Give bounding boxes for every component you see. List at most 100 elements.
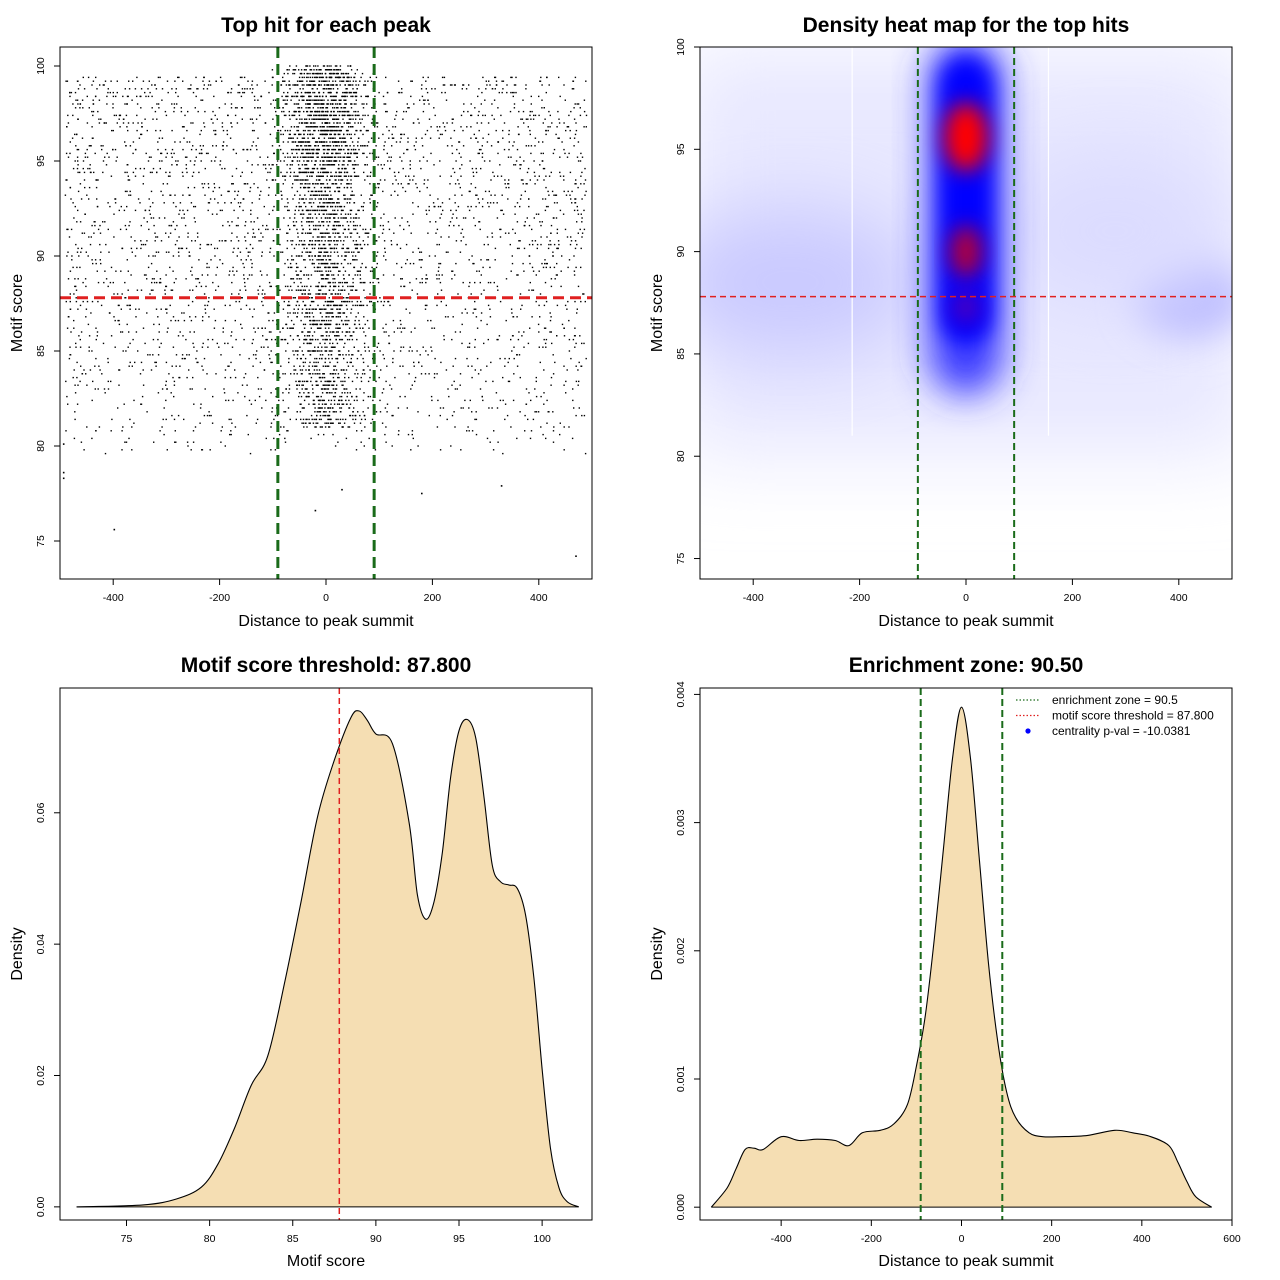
data-point <box>407 141 409 143</box>
data-point <box>285 388 287 390</box>
data-point <box>537 411 540 413</box>
data-point <box>153 278 155 280</box>
data-point <box>336 342 339 345</box>
data-point <box>214 247 216 250</box>
data-point <box>313 148 315 151</box>
data-point <box>556 232 558 234</box>
data-point <box>344 392 346 394</box>
data-point <box>102 160 105 162</box>
data-point <box>575 266 577 269</box>
data-point <box>304 304 307 307</box>
data-point <box>314 160 316 162</box>
data-point <box>201 274 203 276</box>
data-point <box>334 65 337 67</box>
data-point <box>302 129 305 132</box>
data-point <box>512 145 514 147</box>
data-point <box>166 80 169 82</box>
data-point <box>267 228 269 231</box>
data-point <box>497 441 499 443</box>
data-point <box>302 152 304 155</box>
data-point <box>100 118 102 120</box>
data-point <box>583 209 585 212</box>
data-point <box>283 274 285 276</box>
data-point <box>264 164 267 166</box>
data-point <box>574 327 576 329</box>
data-point <box>224 319 227 322</box>
data-point <box>382 274 385 276</box>
data-point <box>249 243 252 246</box>
data-point <box>348 407 350 409</box>
data-point <box>436 304 438 307</box>
data-point <box>200 403 202 405</box>
data-point <box>305 209 308 212</box>
data-point <box>574 103 576 105</box>
data-point <box>467 346 469 348</box>
data-point <box>563 84 565 86</box>
data-point <box>334 278 336 280</box>
data-point <box>322 411 325 413</box>
data-point <box>474 418 476 421</box>
data-point <box>559 422 561 424</box>
data-point <box>294 297 296 299</box>
data-point <box>182 148 184 151</box>
data-point <box>280 338 282 341</box>
data-point <box>329 129 332 132</box>
data-point <box>397 407 400 409</box>
data-point <box>158 160 161 162</box>
data-point <box>134 88 137 90</box>
data-point <box>462 281 464 284</box>
data-point <box>342 160 344 162</box>
data-point <box>529 281 531 284</box>
data-point <box>135 148 137 151</box>
data-point <box>241 297 243 299</box>
data-point <box>307 129 309 132</box>
data-point <box>324 293 327 295</box>
data-point <box>183 357 185 360</box>
data-point <box>283 217 285 219</box>
data-point <box>74 160 76 162</box>
data-point <box>206 88 209 90</box>
data-point <box>341 369 343 371</box>
data-point <box>339 103 342 105</box>
data-point <box>321 80 323 82</box>
data-point <box>474 107 476 109</box>
data-point <box>190 122 192 124</box>
data-point <box>354 217 357 219</box>
data-point <box>177 76 179 79</box>
data-point <box>538 175 540 177</box>
data-point <box>224 369 227 371</box>
data-point <box>186 354 188 356</box>
data-point <box>579 107 581 109</box>
data-point <box>210 160 213 162</box>
data-point <box>532 418 535 421</box>
data-point <box>207 274 209 276</box>
data-point <box>431 350 433 352</box>
data-point <box>129 145 132 147</box>
data-point <box>352 281 354 284</box>
data-point <box>114 346 116 348</box>
data-point <box>338 160 341 162</box>
data-point <box>235 152 237 155</box>
data-point <box>556 126 558 128</box>
data-point <box>298 167 300 170</box>
data-point <box>310 319 312 322</box>
data-point <box>260 346 263 348</box>
data-point <box>214 319 217 322</box>
data-point <box>311 255 313 257</box>
data-point <box>314 411 316 413</box>
data-point <box>453 224 455 227</box>
data-point <box>571 437 574 440</box>
data-point <box>321 190 323 193</box>
data-point <box>191 300 194 303</box>
data-point <box>307 221 310 223</box>
data-point <box>544 342 547 345</box>
data-point <box>559 171 561 174</box>
data-point <box>233 247 235 250</box>
data-point <box>369 293 371 295</box>
data-point <box>334 395 336 398</box>
data-point <box>346 392 349 394</box>
data-point <box>328 129 330 132</box>
data-point <box>301 293 303 295</box>
data-point <box>113 236 115 238</box>
data-point <box>342 297 345 299</box>
